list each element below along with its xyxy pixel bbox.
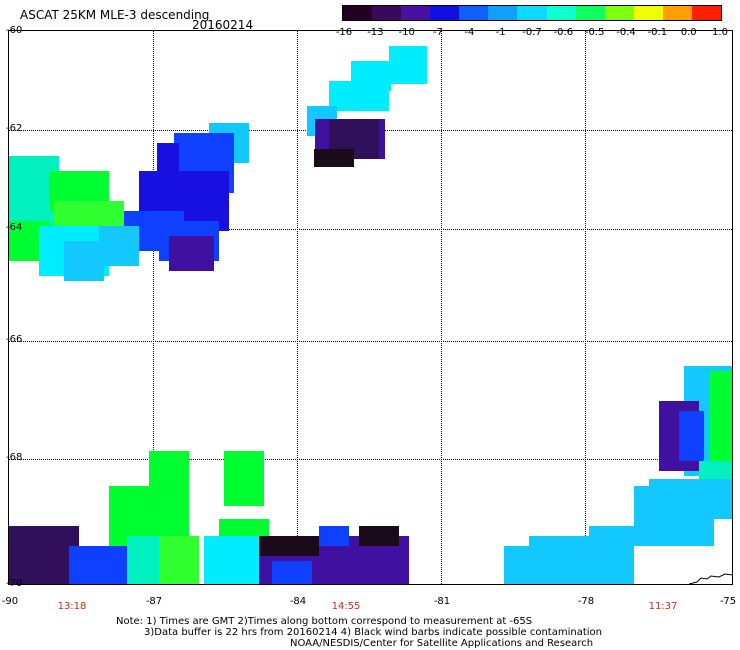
lat-label: -68: [6, 452, 23, 463]
lat-label: -62: [6, 123, 23, 134]
wind-cell: [319, 526, 349, 546]
map-plot: [8, 30, 733, 585]
grid-line-lon-81: [441, 31, 442, 584]
grid-line-lat-66: [9, 341, 732, 342]
wind-cell: [159, 536, 199, 584]
colorbar-label: -4: [464, 27, 475, 38]
wind-cell: [314, 149, 354, 167]
colorbar-swatch: [604, 6, 634, 20]
pass-time-label: 11:37: [648, 601, 678, 612]
grid-line-lon-78: [585, 31, 586, 584]
colorbar-label: -1: [495, 27, 506, 38]
lon-label: -87: [145, 596, 163, 607]
wind-cell: [204, 536, 264, 584]
note-line-1: Note: 1) Times are GMT 2)Times along bot…: [116, 616, 533, 627]
wind-cell: [224, 451, 264, 506]
wind-cell: [149, 451, 189, 541]
colorbar-label: -10: [398, 27, 415, 38]
coastline-icon: [689, 573, 732, 584]
grid-line-lat-68: [9, 459, 732, 460]
colorbar-swatch: [691, 6, 722, 20]
wind-cell: [699, 461, 732, 479]
wind-cell: [9, 526, 79, 584]
colorbar-label: -7: [433, 27, 443, 38]
colorbar-label: -0.1: [647, 27, 668, 38]
wind-cell: [99, 226, 139, 266]
grid-line-lon-87: [153, 31, 154, 584]
wind-cell: [64, 241, 104, 281]
colorbar-swatch: [575, 6, 605, 20]
note-line-2: 3)Data buffer is 22 hrs from 20160214 4)…: [144, 627, 602, 638]
colorbar-swatch: [633, 6, 663, 20]
colorbar-swatch: [343, 6, 373, 20]
colorbar-label: 1.0: [712, 27, 728, 38]
lat-label: -64: [6, 222, 23, 233]
colorbar-swatch: [488, 6, 518, 20]
wind-cell: [529, 536, 599, 584]
grid-line-lat-64: [9, 229, 732, 230]
colorbar-label: -16: [335, 27, 353, 38]
wind-cell: [589, 526, 634, 584]
wind-cell: [169, 236, 214, 271]
lon-label: -81: [433, 596, 451, 607]
wind-cell: [272, 561, 312, 584]
colorbar-label: -0.6: [553, 27, 574, 38]
colorbar: [342, 5, 722, 21]
pass-time-label: 13:18: [57, 601, 87, 612]
colorbar-swatch: [546, 6, 576, 20]
wind-cell: [709, 371, 732, 471]
colorbar-label: -0.4: [616, 27, 636, 38]
lon-label: -90: [1, 596, 19, 607]
wind-cell: [359, 526, 399, 546]
lat-label: -70: [6, 578, 23, 589]
colorbar-swatch: [372, 6, 402, 20]
lat-label: -66: [6, 334, 23, 345]
wind-cell: [679, 411, 704, 461]
wind-cell: [649, 479, 732, 519]
colorbar-swatch: [459, 6, 489, 20]
colorbar-swatch: [517, 6, 547, 20]
colorbar-swatch: [662, 6, 692, 20]
grid-line-lon-84: [297, 31, 298, 584]
wind-cell: [69, 546, 129, 584]
colorbar-swatch: [430, 6, 460, 20]
wind-cell: [329, 81, 389, 111]
lat-label: -60: [6, 25, 23, 36]
wind-cell: [219, 519, 269, 539]
lon-label: -84: [289, 596, 307, 607]
map-title: ASCAT 25KM MLE-3 descending: [20, 8, 210, 22]
map-date: 20160214: [192, 18, 254, 32]
colorbar-label: -0.5: [584, 27, 605, 38]
colorbar-swatch: [401, 6, 431, 20]
colorbar-label: -13: [367, 27, 384, 38]
pass-time-label: 14:55: [331, 601, 361, 612]
note-line-3: NOAA/NESDIS/Center for Satellite Applica…: [290, 638, 594, 649]
colorbar-label: -0.7: [522, 27, 542, 38]
wind-cell: [259, 536, 319, 556]
wind-cell: [389, 46, 427, 84]
colorbar-label: 0.0: [680, 27, 697, 38]
lon-label: -78: [577, 596, 595, 607]
lon-label: -75: [719, 596, 737, 607]
